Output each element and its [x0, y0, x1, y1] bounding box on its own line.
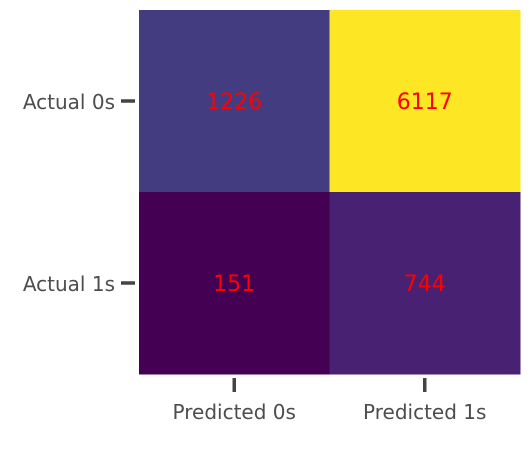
cell-value-r1-c1: 744: [404, 272, 446, 297]
x-tick-label-0: Predicted 0s: [173, 400, 296, 424]
x-axis-ticks: Predicted 0s Predicted 1s: [173, 378, 486, 424]
heatmap-cell-r1-c0: [139, 192, 330, 375]
y-tick-label-1: Actual 1s: [23, 272, 115, 296]
heatmap-cell-r0-c0: [139, 10, 330, 193]
cell-value-r1-c0: 151: [213, 272, 255, 297]
heatmap-cells: [139, 10, 521, 375]
heatmap-cell-r0-c1: [329, 10, 521, 193]
x-tick-label-1: Predicted 1s: [363, 400, 486, 424]
cell-value-labels: 1226 6117 151 744: [206, 90, 453, 297]
heatmap-cell-r1-c1: [329, 192, 521, 375]
y-axis-ticks: Actual 0s Actual 1s: [23, 90, 135, 296]
cell-value-r0-c1: 6117: [397, 90, 453, 115]
cell-value-r0-c0: 1226: [206, 90, 262, 115]
y-tick-label-0: Actual 0s: [23, 90, 115, 114]
